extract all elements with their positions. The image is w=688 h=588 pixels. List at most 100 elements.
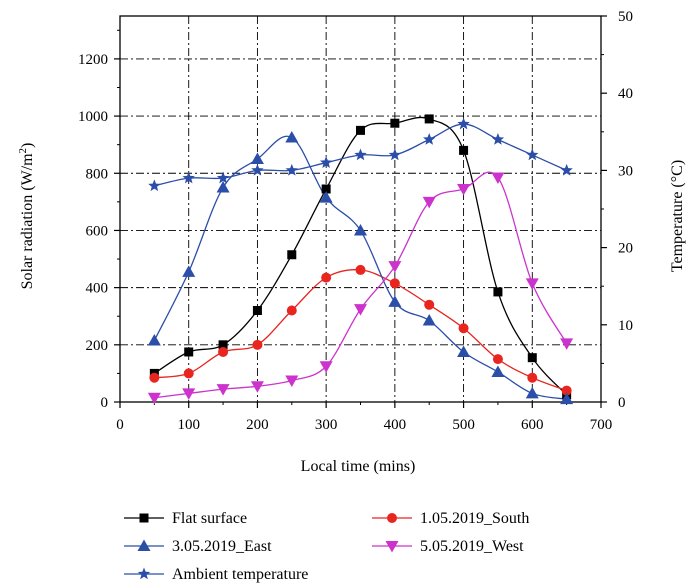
data-point-flat-surface [390, 118, 400, 128]
data-point-5-05-2019-west [250, 381, 264, 393]
data-point-1-05-2019-south [492, 354, 503, 365]
legend-marker [385, 541, 399, 553]
legend-item-1-05-2019-south: 1.05.2019_South [372, 510, 529, 527]
data-point-3-05-2019-east [250, 152, 264, 164]
legend-item-ambient-temperature: Ambient temperature [124, 566, 308, 583]
y-tick-label: 800 [86, 166, 109, 182]
data-point-flat-surface [287, 250, 297, 260]
data-point-5-05-2019-west [354, 304, 367, 316]
data-point-5-05-2019-west [422, 196, 436, 209]
data-point-flat-surface [527, 353, 537, 363]
series-layer [153, 116, 568, 400]
legend-label: 5.05.2019_West [420, 538, 524, 555]
data-point-3-05-2019-east [354, 223, 367, 236]
data-point-ambient-temperature [560, 163, 573, 176]
y2-tick-label: 50 [618, 9, 633, 25]
data-point-1-05-2019-south [218, 346, 229, 357]
plot-frame [119, 15, 602, 403]
data-point-1-05-2019-south [424, 299, 435, 310]
data-point-5-05-2019-west [147, 392, 161, 405]
x-tick-label: 200 [246, 417, 269, 433]
y-tick-label: 200 [86, 338, 109, 354]
legend: Flat surface 1.05.2019_South 3.05.2019_Eas… [124, 510, 529, 583]
y2-tick-label: 30 [618, 163, 633, 179]
y-axis-title-main: Solar radiation (W/m [19, 153, 36, 290]
data-point-5-05-2019-west [491, 172, 505, 185]
legend-label: Flat surface [172, 510, 247, 527]
y2-tick-label: 0 [618, 395, 626, 411]
data-point-3-05-2019-east [560, 392, 574, 405]
data-point-3-05-2019-east [388, 295, 402, 307]
series-line-flat-surface [154, 116, 568, 396]
y-tick-label: 1000 [78, 109, 108, 125]
y-tick-label: 1200 [78, 52, 108, 68]
data-point-flat-surface [321, 184, 331, 194]
x-tick-label: 0 [116, 417, 124, 433]
x-tick-label: 300 [315, 417, 338, 433]
data-point-1-05-2019-south [355, 264, 366, 275]
data-point-1-05-2019-south [286, 305, 297, 316]
x-tick-label: 700 [590, 417, 613, 433]
data-point-1-05-2019-south [389, 278, 400, 289]
y2-tick-label: 20 [618, 241, 633, 257]
legend-marker [139, 513, 149, 523]
x-axis-title: Local time (mins) [301, 458, 416, 475]
y2-axis-title: Temperature (°C) [669, 160, 686, 272]
data-point-ambient-temperature [457, 117, 470, 130]
data-point-5-05-2019-west [319, 361, 333, 373]
data-point-5-05-2019-west [216, 384, 230, 396]
y-tick-label: 600 [86, 223, 109, 239]
legend-label: 1.05.2019_South [420, 510, 529, 527]
data-point-flat-surface [184, 347, 194, 357]
data-point-ambient-temperature [285, 163, 298, 176]
data-point-flat-surface [252, 306, 262, 316]
data-point-5-05-2019-west [285, 375, 299, 388]
data-point-3-05-2019-east [457, 345, 471, 357]
legend-item-flat-surface: Flat surface [124, 510, 247, 527]
data-point-3-05-2019-east [182, 265, 196, 277]
data-point-flat-surface [493, 287, 503, 297]
x-tick-label: 600 [521, 417, 544, 433]
data-point-ambient-temperature [423, 133, 436, 145]
data-point-ambient-temperature [491, 133, 505, 145]
data-point-3-05-2019-east [525, 386, 539, 399]
data-point-1-05-2019-south [561, 385, 572, 396]
data-point-flat-surface [459, 145, 469, 155]
y-axis-title: Solar radiation (W/m2) [17, 143, 36, 290]
data-point-ambient-temperature [319, 156, 333, 168]
data-point-1-05-2019-south [527, 372, 538, 383]
data-point-5-05-2019-west [525, 278, 539, 290]
y-axis-title-close: ) [19, 143, 36, 148]
x-tick-label: 500 [452, 417, 475, 433]
data-point-flat-surface [356, 125, 365, 135]
data-point-5-05-2019-west [560, 338, 574, 350]
legend-marker [387, 513, 397, 523]
data-point-5-05-2019-west [388, 261, 402, 273]
data-point-1-05-2019-south [252, 339, 263, 350]
data-point-ambient-temperature [251, 163, 264, 176]
data-point-5-05-2019-west [457, 183, 471, 196]
y-axis-title-superscript: 2 [17, 148, 29, 154]
data-point-ambient-temperature [354, 148, 367, 161]
data-point-3-05-2019-east [422, 314, 436, 326]
y2-tick-label: 40 [618, 86, 633, 102]
data-point-1-05-2019-south [458, 323, 469, 334]
data-point-flat-surface [424, 114, 434, 124]
x-tick-label: 400 [384, 417, 407, 433]
data-point-flat-surface [218, 340, 228, 350]
data-point-3-05-2019-east [285, 131, 299, 143]
grid [120, 16, 601, 402]
x-tick-label: 100 [177, 417, 200, 433]
data-point-3-05-2019-east [147, 334, 161, 346]
y-tick-label: 400 [86, 281, 109, 297]
data-point-ambient-temperature [526, 148, 539, 161]
data-point-5-05-2019-west [182, 388, 196, 400]
legend-label: 3.05.2019_East [172, 538, 272, 555]
legend-item-3-05-2019-east: 3.05.2019_East [124, 538, 272, 555]
legend-item-5-05-2019-west: 5.05.2019_West [372, 538, 524, 555]
y-tick-label: 0 [101, 395, 109, 411]
data-point-ambient-temperature [388, 148, 402, 161]
data-point-1-05-2019-south [149, 372, 160, 383]
data-point-3-05-2019-east [216, 181, 230, 193]
